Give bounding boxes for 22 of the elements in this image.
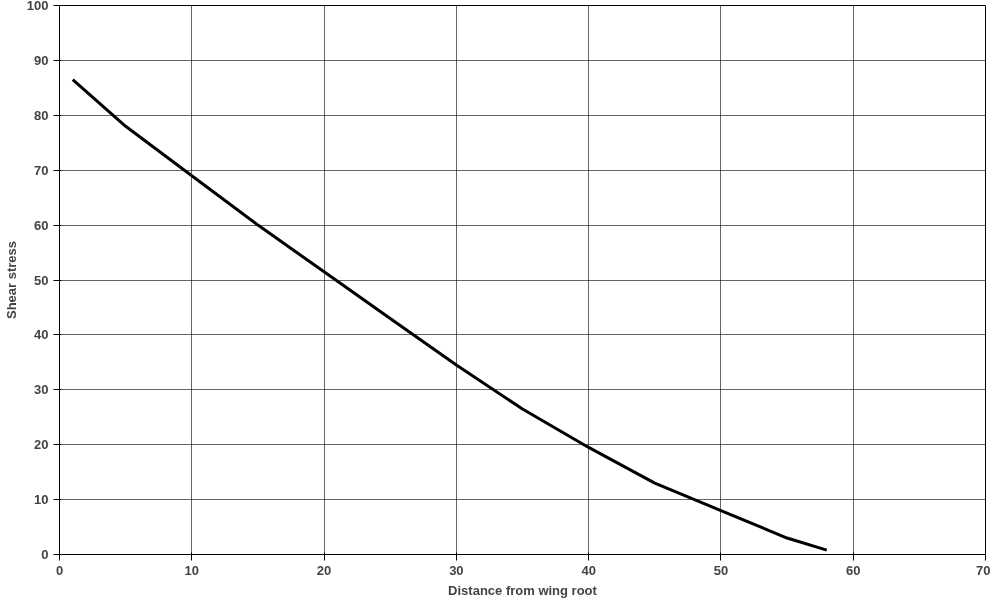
x-tick-label: 30 bbox=[449, 562, 464, 578]
x-tick-label: 10 bbox=[184, 562, 200, 578]
y-tick-label: 70 bbox=[34, 162, 49, 178]
x-tick-label: 20 bbox=[316, 562, 332, 578]
y-tick-label: 0 bbox=[41, 547, 49, 562]
line-series bbox=[71, 78, 829, 552]
y-tick-label: 90 bbox=[34, 52, 49, 68]
y-tick-label: 30 bbox=[34, 382, 49, 398]
y-tick-label: 20 bbox=[34, 437, 49, 453]
y-tick-label: 40 bbox=[34, 327, 49, 343]
y-tick-label: 80 bbox=[34, 107, 49, 123]
x-tick-label: 40 bbox=[581, 562, 596, 578]
y-tick-label: 100 bbox=[26, 0, 49, 13]
y-axis-title: Shear stress bbox=[3, 240, 19, 320]
x-tick-label: 70 bbox=[976, 562, 991, 578]
x-tick-label: 60 bbox=[845, 562, 861, 578]
y-tick-label: 50 bbox=[34, 272, 49, 288]
y-tick-label: 10 bbox=[34, 492, 49, 508]
x-axis-title: Distance from wing root bbox=[448, 582, 598, 598]
x-tick-label: 0 bbox=[55, 562, 64, 578]
x-tick-label: 50 bbox=[713, 562, 729, 578]
y-tick-label: 60 bbox=[34, 217, 49, 233]
